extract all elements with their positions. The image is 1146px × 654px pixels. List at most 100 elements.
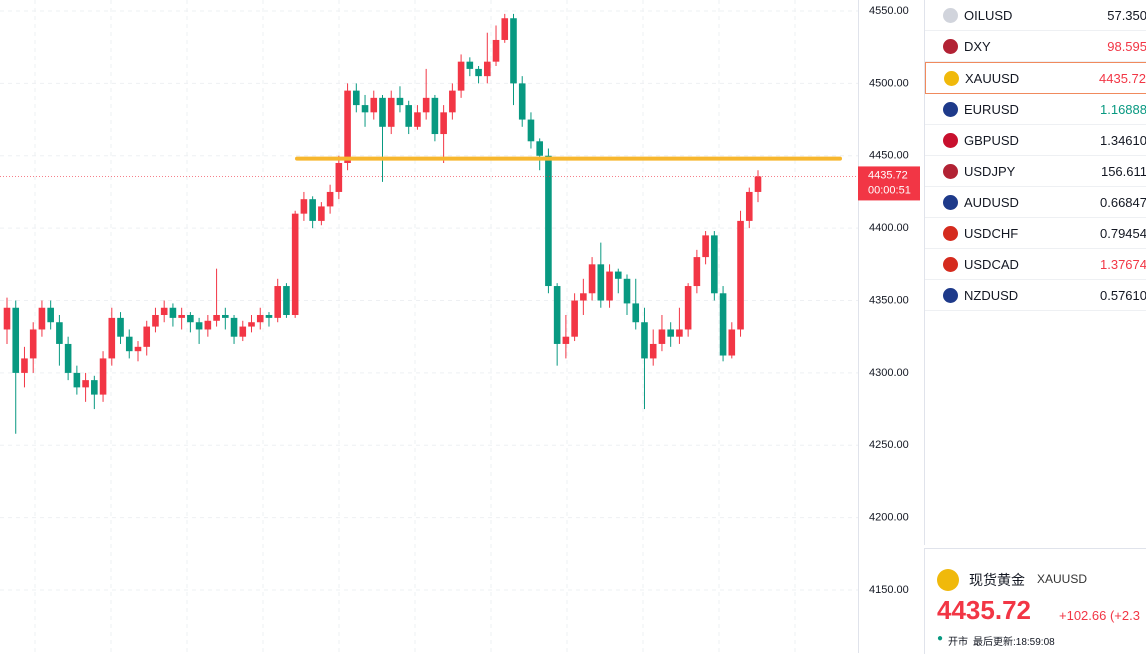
candle-body xyxy=(658,329,666,344)
candle-body xyxy=(222,314,229,318)
watchlist-row[interactable]: XAUUSD 4435.72 xyxy=(925,62,1146,94)
candle-body xyxy=(47,307,54,323)
candle-body xyxy=(719,293,727,356)
candle-body xyxy=(195,322,203,330)
watchlist-row[interactable]: NZDUSD 0.57610 xyxy=(925,280,1146,311)
price: 0.79454 xyxy=(1100,225,1146,241)
candle-body xyxy=(431,97,439,135)
price: 57.350 xyxy=(1107,7,1146,23)
watchlist-row[interactable]: DXY 98.595 xyxy=(925,31,1146,62)
y-tick-label: 4400.00 xyxy=(869,222,909,234)
detail-name: 现货黄金 xyxy=(969,572,1025,588)
symbol: USDJPY xyxy=(964,163,1016,179)
candle-body xyxy=(449,90,456,113)
price: 0.57610 xyxy=(1100,287,1146,303)
flag-icon xyxy=(944,70,959,86)
candle-body xyxy=(518,83,526,120)
candle-body xyxy=(3,307,11,330)
flag-icon xyxy=(943,7,958,23)
price: 156.611 xyxy=(1100,163,1146,179)
candle-body xyxy=(239,326,247,337)
candle-body xyxy=(370,97,378,113)
candle-body xyxy=(684,286,692,330)
candle-body xyxy=(134,346,142,352)
candle-body xyxy=(667,329,674,337)
candle-body xyxy=(754,176,762,192)
candle-body xyxy=(361,105,369,113)
symbol: OILUSD xyxy=(964,7,1013,23)
price: 98.595 xyxy=(1107,38,1146,54)
candle-body xyxy=(125,336,133,352)
candle-body xyxy=(152,314,159,327)
price: 1.37674 xyxy=(1100,256,1146,272)
candle-body xyxy=(204,320,212,330)
candle-body xyxy=(606,271,613,301)
candle-body xyxy=(99,358,107,395)
y-tick-label: 4250.00 xyxy=(869,439,909,451)
flag-icon xyxy=(943,163,958,179)
watchlist-row[interactable]: USDJPY 156.611 xyxy=(925,156,1146,187)
gold-icon xyxy=(937,569,959,591)
candle-body xyxy=(405,105,412,127)
candle-body xyxy=(38,307,46,330)
symbol: XAUUSD xyxy=(965,70,1020,86)
flag-icon xyxy=(943,101,958,117)
detail-price: 4435.72 xyxy=(937,595,1031,625)
candle-body xyxy=(187,314,194,323)
candle-body xyxy=(274,286,282,318)
watchlist: OILUSD 57.350 DXY 98.595 XAUUSD 4435.72 EURUSD… xyxy=(924,0,1146,545)
symbol: DXY xyxy=(964,38,991,54)
candle-body xyxy=(230,317,238,337)
candle-body xyxy=(457,61,465,91)
candle-body xyxy=(466,61,474,69)
candle-body xyxy=(379,97,386,127)
symbol: NZDUSD xyxy=(964,287,1019,303)
candle-body xyxy=(588,264,596,294)
watchlist-row[interactable]: USDCAD 1.37674 xyxy=(925,249,1146,280)
candle-body xyxy=(597,264,605,301)
candle-body xyxy=(475,68,482,77)
candle-body xyxy=(213,314,220,321)
price: 0.66847 xyxy=(1100,194,1146,210)
candle-body xyxy=(737,220,744,330)
watchlist-row[interactable]: OILUSD 57.350 xyxy=(925,0,1146,31)
watchlist-row[interactable]: GBPUSD 1.34610 xyxy=(925,125,1146,156)
candle-body xyxy=(693,257,701,287)
candle-body xyxy=(248,322,255,327)
watchlist-row[interactable]: AUDUSD 0.66847 xyxy=(925,187,1146,218)
candle-body xyxy=(143,326,151,347)
detail-panel: 现货黄金 XAUUSD 4435.72 +102.66 (+2.3 ● 开市 最… xyxy=(924,548,1146,654)
last-price-label: 4435.72 xyxy=(868,169,908,181)
candle-body xyxy=(387,97,395,127)
candle-body xyxy=(676,329,683,337)
detail-change: +102.66 (+2.3 xyxy=(1059,608,1140,623)
watchlist-row[interactable]: EURUSD 1.16888 xyxy=(925,94,1146,125)
candle-body xyxy=(21,358,28,373)
y-tick-label: 4550.00 xyxy=(869,5,909,17)
candle-body xyxy=(291,213,299,315)
candle-body xyxy=(702,235,709,258)
symbol: USDCAD xyxy=(964,256,1019,272)
candle-body xyxy=(73,372,81,388)
candle-body xyxy=(649,343,657,359)
flag-icon xyxy=(943,194,958,210)
flag-icon xyxy=(943,225,958,241)
detail-updated: 最后更新:18:59:08 xyxy=(973,637,1055,648)
candle-body xyxy=(318,206,325,221)
y-tick-label: 4350.00 xyxy=(869,294,909,306)
candle-body xyxy=(335,162,343,192)
candle-body xyxy=(632,303,640,323)
watchlist-row[interactable]: USDCHF 0.79454 xyxy=(925,218,1146,249)
candle-body xyxy=(492,39,500,62)
chart: 4150.00 4200.00 4250.00 4300.00 4350.00 4400.… xyxy=(0,0,920,653)
y-tick-label: 4150.00 xyxy=(869,584,909,596)
candle-body xyxy=(440,112,447,135)
candle-body xyxy=(527,119,535,142)
candle-body xyxy=(510,18,517,84)
symbol: AUDUSD xyxy=(964,194,1019,210)
symbol: EURUSD xyxy=(964,101,1019,117)
price: 1.16888 xyxy=(1100,101,1146,117)
candle-body xyxy=(414,112,421,127)
candle-body xyxy=(571,300,578,337)
